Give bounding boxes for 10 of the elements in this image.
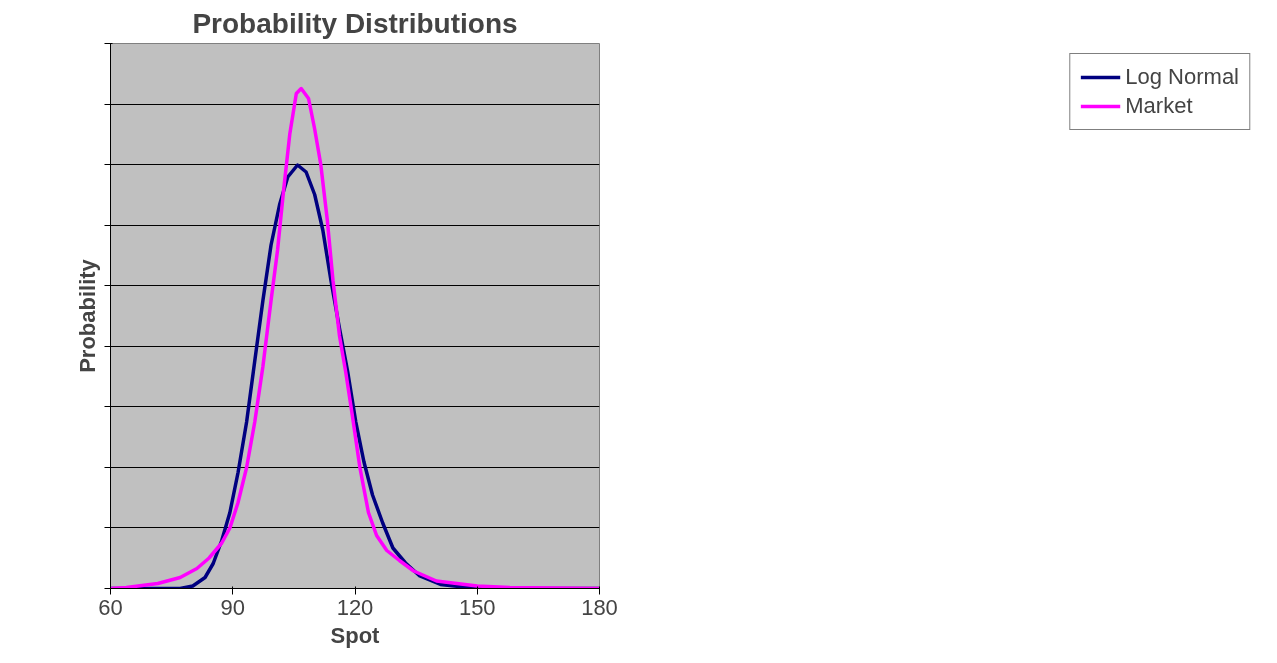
- x-tick-label: 180: [581, 594, 618, 620]
- x-tick-label: 120: [336, 594, 374, 620]
- chart-title: Probability Distributions: [192, 7, 518, 39]
- x-tick-label: 90: [220, 594, 245, 620]
- x-tick-label: 150: [458, 594, 496, 620]
- x-axis-title: Spot: [330, 622, 381, 648]
- legend-label: Log Normal: [1125, 64, 1239, 90]
- legend-label: Market: [1125, 93, 1193, 119]
- x-tick-label: 60: [98, 594, 123, 620]
- y-axis-title: Probability: [74, 258, 100, 373]
